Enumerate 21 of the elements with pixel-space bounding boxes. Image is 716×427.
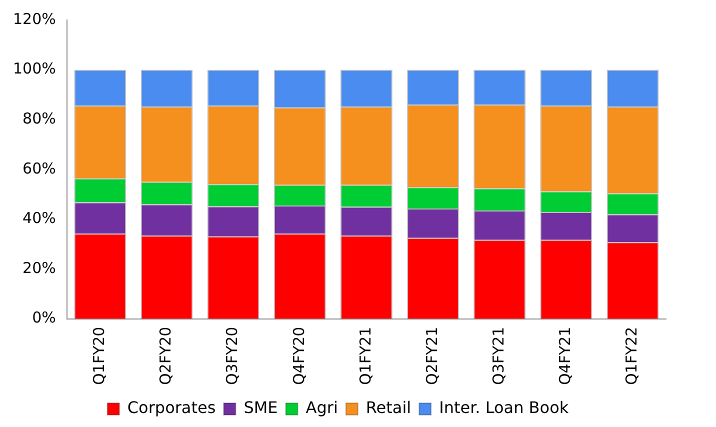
legend-label: Corporates (127, 398, 216, 418)
x-tick-label: Q1FY21 (356, 326, 374, 386)
x-tick-label: Q3FY21 (489, 326, 508, 386)
y-tick-label: 100% (12, 60, 56, 78)
x-tick-label: Q2FY20 (156, 326, 175, 386)
legend-label: Inter. Loan Book (439, 398, 570, 418)
y-tick-label: 40% (22, 209, 56, 228)
x-tick-label: Q4FY21 (556, 326, 574, 386)
x-tick-label: Q4FY20 (290, 326, 308, 386)
y-tick-label: 20% (22, 258, 56, 277)
y-tick-label: 120% (12, 10, 56, 28)
y-tick-label: 0% (32, 308, 56, 327)
x-tick-label: Q2FY21 (422, 326, 441, 386)
legend-label: Retail (366, 398, 412, 418)
x-tick-label: Q1FY22 (622, 326, 641, 386)
legend-label: Agri (306, 398, 338, 418)
legend-label: SME (244, 398, 278, 418)
y-tick-label: 80% (22, 109, 56, 128)
y-tick-label: 60% (22, 159, 56, 178)
x-tick-label: Q1FY20 (90, 326, 108, 386)
x-tick-label: Q3FY20 (223, 326, 242, 386)
